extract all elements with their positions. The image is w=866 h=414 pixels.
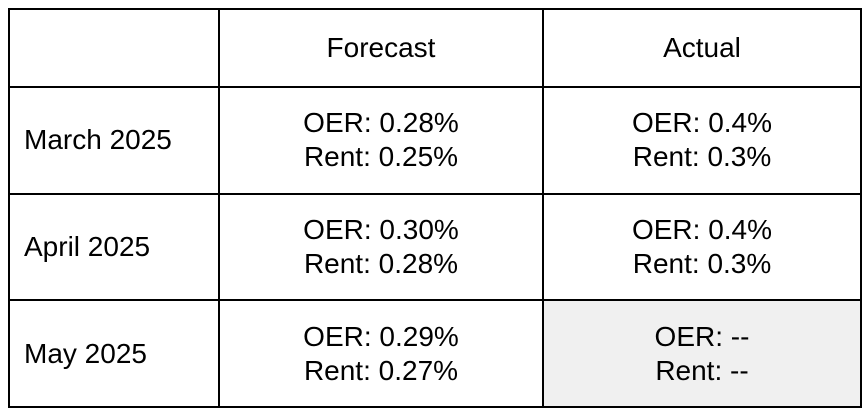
cell-line: OER: 0.28% bbox=[303, 107, 459, 139]
row-label: March 2025 bbox=[8, 86, 220, 195]
cell-line: Rent: 0.3% bbox=[632, 247, 772, 279]
forecast-cell: OER: 0.30% Rent: 0.28% bbox=[218, 192, 544, 302]
forecast-cell: OER: 0.28% Rent: 0.25% bbox=[218, 86, 544, 195]
corner-cell bbox=[8, 8, 220, 88]
forecast-table: Forecast Actual March 2025 OER: 0.28% Rent… bbox=[8, 8, 862, 408]
table-row: March 2025 OER: 0.28% Rent: 0.25% OER: 0.4%… bbox=[8, 86, 862, 195]
actual-cell: OER: 0.4% Rent: 0.3% bbox=[542, 192, 862, 302]
row-label: May 2025 bbox=[8, 299, 220, 408]
table-body: March 2025 OER: 0.28% Rent: 0.25% OER: 0.4%… bbox=[8, 86, 862, 408]
cell-line: Rent: -- bbox=[655, 354, 749, 386]
actual-cell: OER: -- Rent: -- bbox=[542, 299, 862, 408]
cell-line: Rent: 0.25% bbox=[303, 141, 459, 173]
cell-line: OER: 0.29% bbox=[303, 320, 459, 352]
actual-cell: OER: 0.4% Rent: 0.3% bbox=[542, 86, 862, 195]
cell-line: Rent: 0.27% bbox=[303, 354, 459, 386]
cell-line: Rent: 0.28% bbox=[303, 247, 459, 279]
header-row: Forecast Actual bbox=[8, 8, 862, 88]
forecast-cell: OER: 0.29% Rent: 0.27% bbox=[218, 299, 544, 408]
cell-line: OER: 0.30% bbox=[303, 213, 459, 245]
cell-line: OER: 0.4% bbox=[631, 213, 773, 245]
row-label: April 2025 bbox=[8, 192, 220, 302]
cell-line: OER: 0.4% bbox=[631, 107, 773, 139]
table-row: May 2025 OER: 0.29% Rent: 0.27% OER: -- Rent… bbox=[8, 299, 862, 408]
table-row: April 2025 OER: 0.30% Rent: 0.28% OER: 0.4%… bbox=[8, 192, 862, 302]
header-cell: Actual bbox=[542, 8, 862, 88]
cell-line: OER: -- bbox=[654, 320, 750, 352]
header-cell: Forecast bbox=[218, 8, 544, 88]
cell-line: Rent: 0.3% bbox=[632, 141, 772, 173]
